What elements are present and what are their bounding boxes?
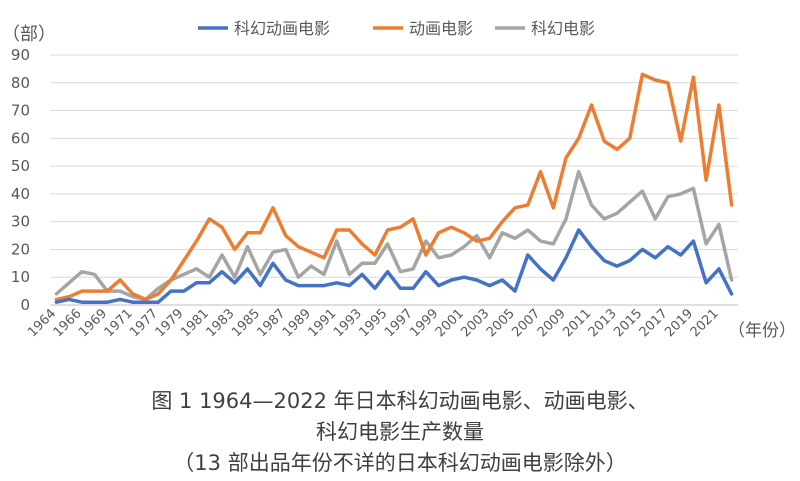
x-axis-label: （年份） — [728, 321, 796, 341]
y-tick-label: 10 — [11, 268, 30, 286]
x-tick-label: 1964 — [25, 306, 59, 340]
legend-label: 动画电影 — [409, 19, 473, 38]
legend-label: 科幻动画电影 — [234, 19, 330, 38]
y-tick-label: 90 — [11, 46, 30, 64]
y-tick-label: 60 — [11, 129, 30, 147]
x-tick-label: 1993 — [331, 306, 365, 340]
y-tick-label: 40 — [11, 185, 30, 203]
x-tick-label: 1971 — [102, 306, 136, 340]
x-tick-label: 1966 — [51, 306, 85, 340]
x-tick-labels: 1964196619691971197719791981198319851987… — [25, 306, 722, 340]
y-tick-label: 20 — [11, 240, 30, 258]
y-axis-label: （部） — [2, 24, 56, 45]
y-tick-label: 80 — [11, 74, 30, 92]
figure-caption-line-1: 图 1 1964—2022 年日本科幻动画电影、动画电影、 — [151, 389, 649, 413]
x-tick-label: 1979 — [153, 306, 187, 340]
x-tick-label: 1987 — [255, 306, 289, 340]
x-tick-label: 1985 — [229, 306, 263, 340]
x-tick-label: 2011 — [560, 306, 594, 340]
y-tick-label: 0 — [20, 296, 30, 314]
gridlines — [50, 54, 738, 306]
x-tick-label: 1983 — [204, 306, 238, 340]
x-tick-label: 1989 — [280, 306, 314, 340]
x-tick-label: 2013 — [586, 306, 620, 340]
x-tick-label: 1977 — [127, 306, 161, 340]
series-line-0 — [54, 228, 734, 304]
x-tick-label: 1999 — [407, 306, 441, 340]
x-tick-label: 2007 — [509, 306, 543, 340]
x-tick-label: 2009 — [535, 306, 569, 340]
x-tick-label: 2019 — [662, 306, 696, 340]
x-tick-label: 1969 — [76, 306, 110, 340]
x-tick-label: 2001 — [433, 306, 467, 340]
x-tick-label: 1991 — [305, 306, 339, 340]
x-tick-label: 2003 — [458, 306, 492, 340]
x-tick-label: 2021 — [688, 306, 722, 340]
y-tick-labels: 0 10 20 30 40 50 60 70 80 90 — [11, 46, 30, 314]
series-line-1 — [54, 72, 734, 302]
x-tick-label: 2017 — [637, 306, 671, 340]
x-tick-label: 1995 — [356, 306, 390, 340]
legend-label: 科幻电影 — [531, 19, 595, 38]
series-lines — [54, 72, 734, 304]
legend: 科幻动画电影 动画电影 科幻电影 — [198, 19, 595, 38]
figure-caption-line-3: （13 部出品年份不详的日本科幻动画电影除外） — [173, 451, 627, 475]
figure-caption-line-2: 科幻电影生产数量 — [316, 420, 484, 444]
y-tick-label: 50 — [11, 157, 30, 175]
line-chart: 0 10 20 30 40 50 60 70 80 90 19641966196919711977… — [2, 19, 796, 341]
x-tick-label: 2005 — [484, 306, 518, 340]
x-tick-label: 1981 — [178, 306, 212, 340]
x-tick-label: 2015 — [611, 306, 645, 340]
y-tick-label: 30 — [11, 213, 30, 231]
y-tick-label: 70 — [11, 102, 30, 120]
x-tick-label: 1997 — [382, 306, 416, 340]
